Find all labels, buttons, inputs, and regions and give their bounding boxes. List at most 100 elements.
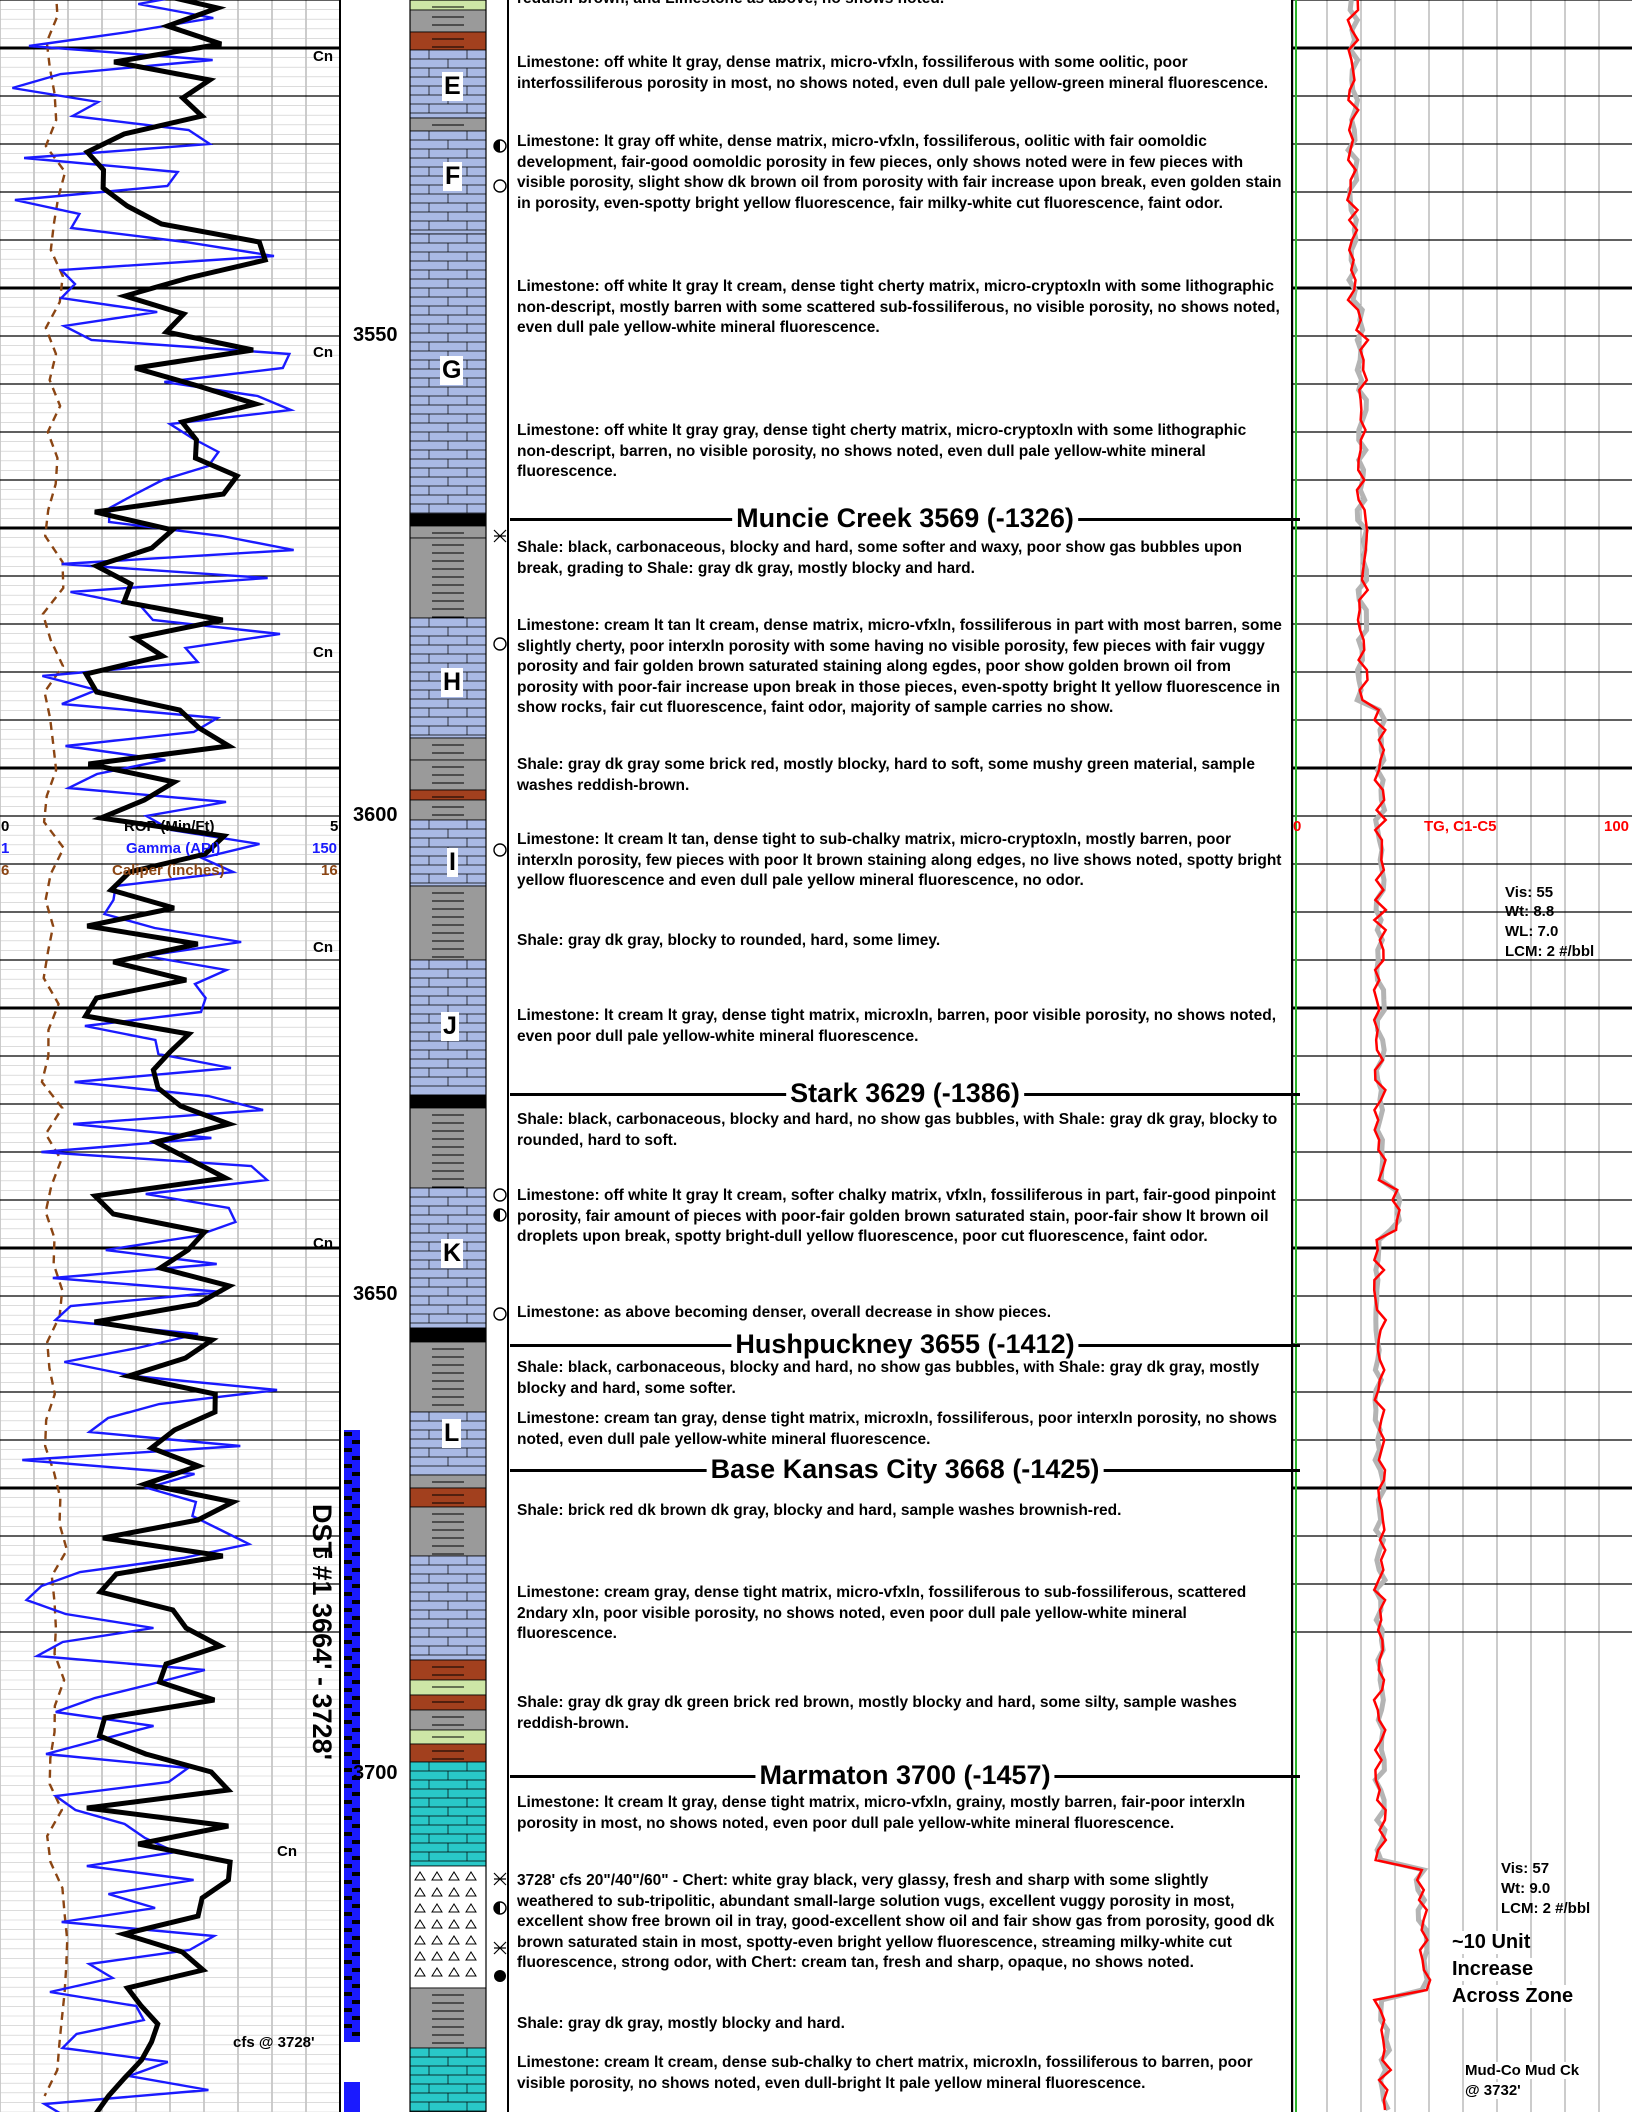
caliper-curve (40, 0, 69, 2097)
chert-triangle (465, 1871, 477, 1881)
lithology-bed-black-shale (409, 513, 487, 527)
show-symbol-icon (493, 1901, 507, 1915)
zone-letter: K (441, 1239, 464, 1268)
lithology-bed-black-shale (409, 1327, 487, 1343)
dst-bar-pattern (344, 1880, 352, 1884)
lithology-bed-shale (409, 799, 487, 821)
dst-bar-pattern (352, 1552, 360, 1556)
dst-bar-pattern (344, 1816, 352, 1820)
chert-triangle (448, 1919, 460, 1929)
gas-show-icon (493, 1872, 507, 1886)
lithology-bed-red-shale (409, 1487, 487, 1508)
dst-bar-pattern (352, 1696, 360, 1700)
dst-interval-bar (344, 2082, 360, 2112)
lithology-bed-green-shale (409, 1729, 487, 1745)
dst-bar-pattern (344, 2008, 352, 2012)
lithology-bed-shale (409, 1506, 487, 1557)
dst-bar-pattern (352, 1824, 360, 1828)
dst-bar-pattern (344, 1896, 352, 1900)
gas-show-icon (493, 529, 507, 543)
dst-bar-pattern (344, 1992, 352, 1996)
dst-bar-pattern (344, 1688, 352, 1692)
dst-bar-pattern (352, 1472, 360, 1476)
lithology-bed-shale (409, 759, 487, 791)
dst-bar-pattern (352, 2000, 360, 2004)
zone-letter: E (442, 72, 463, 101)
dst-bar-pattern (352, 1888, 360, 1892)
dst-bar-pattern (352, 1536, 360, 1540)
dst-bar-pattern (352, 1856, 360, 1860)
dst-bar-pattern (352, 1920, 360, 1924)
dst-bar-pattern (344, 1768, 352, 1772)
zone-letter: I (447, 848, 458, 877)
dst-bar-pattern (352, 1792, 360, 1796)
dst-bar-pattern (352, 1440, 360, 1444)
show-symbol-icon (494, 1902, 500, 1914)
chert-triangle (431, 1871, 443, 1881)
mud-check-line: Wt: 8.8 (1505, 903, 1555, 920)
show-symbol-icon (494, 140, 500, 152)
chert-triangle (414, 1871, 426, 1881)
caliper-scale-min: 6 (1, 862, 10, 879)
chert-triangle (465, 1903, 477, 1913)
cn-mark: Cn (277, 1843, 297, 1860)
sample-description: Limestone: lt gray off white, dense matr… (517, 133, 1282, 212)
dst-bar-pattern (344, 1736, 352, 1740)
lithology-bed-marmaton-ls (409, 1761, 487, 1867)
dst-bar-pattern (352, 1488, 360, 1492)
sample-description: Limestone: cream lt cream, dense sub-cha… (517, 2054, 1253, 2092)
sample-description: Limestone: off white lt gray lt cream, s… (517, 1187, 1276, 1245)
chert-triangle (414, 1967, 426, 1977)
mud-check-line: Vis: 57 (1501, 1860, 1550, 1877)
depth-label: 3700 (353, 1762, 398, 1784)
dst-bar-pattern (344, 1608, 352, 1612)
dst-bar-pattern (344, 1624, 352, 1628)
dst-bar-pattern (344, 1448, 352, 1452)
chert-triangle (414, 1951, 426, 1961)
cn-mark: Cn (313, 48, 333, 65)
dst-bar-pattern (344, 1512, 352, 1516)
lithology-bed-shale (409, 537, 487, 619)
dst-bar-pattern (344, 1864, 352, 1868)
dst-bar-pattern (352, 1728, 360, 1732)
dst-bar-pattern (352, 1904, 360, 1908)
gamma-scale-max: 150 (312, 840, 338, 857)
dst-bar-pattern (352, 1744, 360, 1748)
dst-bar-pattern (352, 1872, 360, 1876)
dst-bar-pattern (344, 1592, 352, 1596)
lithology-bed-red-shale (409, 1659, 487, 1681)
dst-bar-pattern (344, 1432, 352, 1436)
show-symbol-icon (493, 1208, 507, 1222)
dst-bar-pattern (344, 1960, 352, 1964)
cn-mark: Cn (313, 344, 333, 361)
caliper-scale-max: 16 (321, 862, 338, 879)
zone-letter: G (440, 356, 464, 385)
formation-top-hushpuckney: Hushpuckney 3655 (-1412) (510, 1328, 1300, 1362)
gamma-curve (12, 0, 296, 2112)
cn-mark: Cn (313, 1235, 333, 1252)
show-symbol-icon (493, 1188, 507, 1202)
sample-description: Limestone: cream tan gray, dense tight m… (517, 1410, 1277, 1448)
chert-triangle (414, 1903, 426, 1913)
dst-bar-pattern (344, 2024, 352, 2028)
mud-check-line: WL: 7.0 (1505, 923, 1559, 940)
dst-bar-pattern (344, 1672, 352, 1676)
lithology-bed-shale (409, 885, 487, 961)
gas-chromatograph-curve (1345, 0, 1430, 2112)
chert-triangle (431, 1935, 443, 1945)
show-symbol-icon (493, 843, 507, 857)
lithology-bed-shale (409, 9, 487, 33)
dst-bar-pattern (352, 1936, 360, 1940)
sample-description: Shale: gray dk gray, blocky to rounded, … (517, 932, 941, 949)
lithology-bed-shale (409, 1341, 487, 1413)
lithology-bed-chert (409, 1865, 487, 1989)
chert-triangle (448, 1935, 460, 1945)
sample-description: Limestone: lt cream lt gray, dense tight… (517, 1007, 1277, 1045)
lithology-bed-red-shale (409, 789, 487, 801)
chert-triangle (465, 1935, 477, 1945)
sample-description: Shale: black, carbonaceous, blocky and h… (517, 539, 1242, 577)
chert-triangle (465, 1887, 477, 1897)
sample-description: Limestone: off white lt gray lt cream, d… (517, 278, 1280, 336)
dst-bar-pattern (352, 1600, 360, 1604)
